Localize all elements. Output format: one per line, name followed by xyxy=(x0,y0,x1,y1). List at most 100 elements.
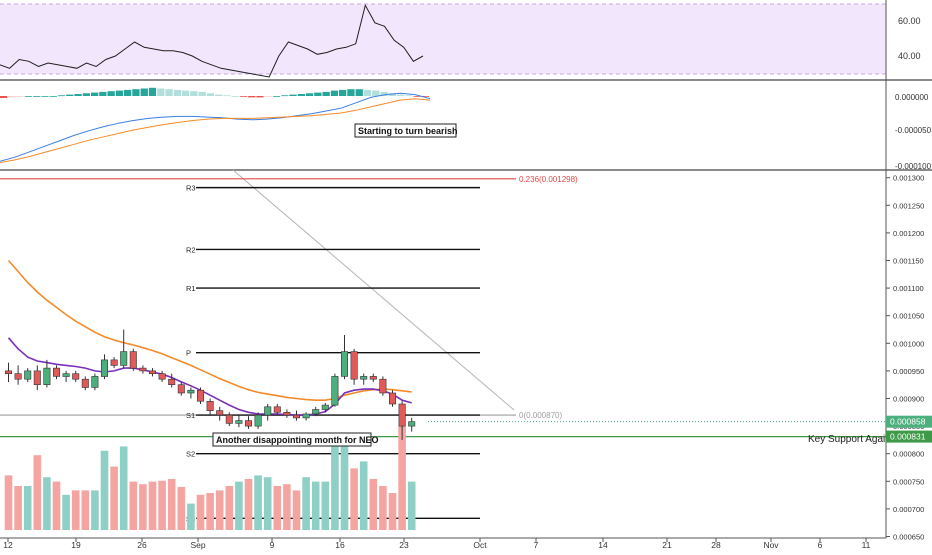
candle-body xyxy=(81,378,89,388)
macd-histogram-bar xyxy=(66,94,74,96)
time-tick-label: 9 xyxy=(270,540,275,550)
macd-histogram-bar xyxy=(388,93,396,96)
candle-body xyxy=(350,351,358,380)
volume-bar xyxy=(254,475,262,530)
macd-histogram-bar xyxy=(173,89,181,96)
candle-body xyxy=(197,389,205,402)
macd-histogram-bar xyxy=(16,96,24,97)
volume-bar xyxy=(206,493,214,530)
price-badge-current[interactable]: 0.000858 xyxy=(886,415,932,428)
macd-histogram-bar xyxy=(206,93,214,96)
volume-bar xyxy=(225,486,234,530)
price-tick-label: 0.001200 xyxy=(893,229,924,238)
ema-slow-line xyxy=(7,259,412,402)
macd-annotation-box xyxy=(354,123,457,138)
macd-histogram-bar xyxy=(380,91,388,96)
candle-body xyxy=(14,373,22,380)
volume-bar xyxy=(407,481,416,530)
macd-histogram-bar xyxy=(24,96,33,97)
price-badge-current-text: 0.000858 xyxy=(890,417,926,427)
candle-body xyxy=(273,406,281,413)
candle-body xyxy=(72,373,80,380)
volume-bar xyxy=(244,479,253,530)
time-tick-label: 26 xyxy=(137,540,147,550)
macd-histogram-bar xyxy=(82,93,90,96)
price-badge-support[interactable]: 0.000831 xyxy=(886,430,932,443)
macd-histogram-bar xyxy=(339,89,347,96)
candle-body xyxy=(321,404,329,410)
time-tick-label: 12 xyxy=(3,540,13,550)
volume-bar xyxy=(187,503,195,530)
volume-bar xyxy=(359,461,368,530)
volume-bar xyxy=(139,484,147,530)
price-tick-label: 0.000800 xyxy=(893,450,924,459)
macd-histogram-bar xyxy=(223,95,231,97)
price-annotation-box xyxy=(212,432,372,447)
candle-body xyxy=(52,367,60,377)
macd-histogram-bar xyxy=(413,96,421,97)
volume-bar xyxy=(331,442,339,530)
macd-histogram-bar xyxy=(181,90,190,96)
candle-body xyxy=(101,359,109,377)
volume-bar xyxy=(62,494,70,530)
volume-bar xyxy=(215,490,224,530)
candle-body xyxy=(158,373,166,380)
macd-histogram-bar xyxy=(289,94,297,96)
price-tick-label: 0.000900 xyxy=(893,395,924,404)
macd-histogram-bar xyxy=(115,90,124,96)
volume-bar xyxy=(81,490,90,530)
candle-body xyxy=(24,370,32,380)
macd-histogram-bar xyxy=(330,90,339,96)
candle-body xyxy=(120,351,128,366)
candle-body xyxy=(369,376,377,380)
macd-panel: Starting to turn bearish 0.000000 -0.000… xyxy=(0,87,932,171)
candle-body xyxy=(235,420,243,424)
macd-histogram xyxy=(0,87,429,98)
volume-bar xyxy=(263,477,272,530)
price-tick-label: 0.000950 xyxy=(893,367,924,376)
macd-histogram-bar xyxy=(8,96,16,98)
time-axis: 12 19 26 Sep 9 16 23 Oct 7 14 21 28 Nov 6 11 xyxy=(3,538,871,550)
macd-histogram-bar xyxy=(231,96,239,97)
volume-bar xyxy=(71,490,80,530)
candle-body xyxy=(206,400,214,411)
volume-bar xyxy=(340,433,349,530)
candle-body xyxy=(302,413,310,419)
macd-histogram-bar xyxy=(165,89,173,96)
candle-body xyxy=(388,392,396,405)
volume-bar xyxy=(100,450,109,530)
time-tick-label: 21 xyxy=(662,540,672,550)
candle-body xyxy=(33,370,41,385)
macd-tick-50: -0.000050 xyxy=(895,126,932,135)
candle-body xyxy=(283,411,291,416)
rsi-panel: 60.00 40.00 xyxy=(0,3,921,78)
candle-body xyxy=(5,370,13,374)
macd-histogram-bar xyxy=(215,94,223,96)
volume-bar xyxy=(110,466,118,530)
volume-bar xyxy=(398,426,406,530)
candle-body xyxy=(91,376,99,388)
volume-bar xyxy=(196,494,205,530)
rsi-tick-40: 40.00 xyxy=(898,51,921,61)
macd-histogram-bar xyxy=(314,92,322,96)
candle-body xyxy=(245,420,253,427)
macd-histogram-bar xyxy=(421,96,429,97)
macd-histogram-bar xyxy=(372,90,380,96)
pivot-label: R1 xyxy=(186,284,196,293)
macd-histogram-bar xyxy=(396,94,405,96)
macd-histogram-bar xyxy=(239,96,248,97)
candle-body xyxy=(149,370,157,374)
macd-histogram-bar xyxy=(281,95,289,97)
candle-body xyxy=(379,378,387,394)
macd-histogram-bar xyxy=(99,91,107,96)
pivot-label: P xyxy=(186,349,191,358)
candle-body xyxy=(292,414,300,419)
ema-fast-line xyxy=(7,337,412,416)
rsi-band xyxy=(0,4,886,74)
time-tick-label: 23 xyxy=(399,540,409,550)
macd-tick-100: -0.000100 xyxy=(895,162,932,171)
candle-body xyxy=(331,376,339,406)
candle-body xyxy=(408,421,416,427)
